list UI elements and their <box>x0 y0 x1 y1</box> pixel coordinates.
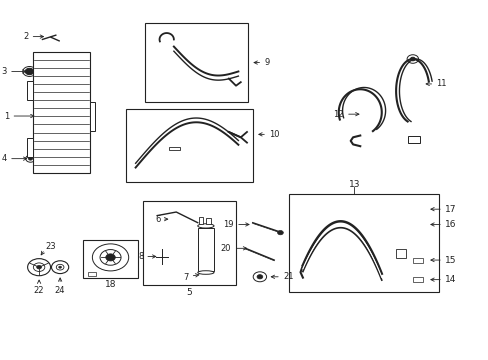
Bar <box>395 249 405 258</box>
Circle shape <box>327 257 334 262</box>
Bar <box>169 147 179 150</box>
Text: 24: 24 <box>55 286 65 295</box>
Bar <box>27 138 33 157</box>
Text: 22: 22 <box>34 286 44 295</box>
Bar <box>288 194 438 292</box>
Text: 19: 19 <box>223 220 233 229</box>
Circle shape <box>235 125 239 129</box>
Bar <box>412 257 423 262</box>
Circle shape <box>277 230 283 235</box>
Circle shape <box>105 254 115 261</box>
Circle shape <box>28 157 32 160</box>
Text: 12: 12 <box>332 110 343 119</box>
Circle shape <box>414 206 423 212</box>
Circle shape <box>348 257 355 262</box>
Bar <box>33 52 90 173</box>
Circle shape <box>37 265 41 269</box>
Bar <box>206 218 211 225</box>
Text: 4: 4 <box>2 154 7 163</box>
Bar <box>27 81 33 100</box>
Bar <box>407 136 419 143</box>
Circle shape <box>226 77 231 80</box>
Text: 5: 5 <box>186 288 192 297</box>
Circle shape <box>219 77 224 80</box>
Text: 17: 17 <box>445 205 456 214</box>
Text: 18: 18 <box>104 280 116 289</box>
Circle shape <box>219 125 224 129</box>
Bar <box>145 23 247 102</box>
Circle shape <box>159 255 164 258</box>
Ellipse shape <box>197 224 214 228</box>
Bar <box>197 228 214 271</box>
Text: 16: 16 <box>445 220 456 229</box>
Text: 7: 7 <box>183 273 188 282</box>
Text: 11: 11 <box>435 80 446 89</box>
Text: 3: 3 <box>1 67 7 76</box>
Text: 13: 13 <box>348 180 359 189</box>
Bar <box>90 102 95 131</box>
Text: 6: 6 <box>155 215 161 224</box>
Bar <box>88 272 96 276</box>
Text: 8: 8 <box>138 252 143 261</box>
Text: 10: 10 <box>268 130 279 139</box>
Circle shape <box>59 266 61 268</box>
Circle shape <box>338 257 345 262</box>
Circle shape <box>257 275 262 279</box>
Circle shape <box>227 125 232 129</box>
Text: 9: 9 <box>264 58 269 67</box>
Circle shape <box>233 77 238 80</box>
Bar <box>142 201 236 285</box>
Circle shape <box>240 77 245 80</box>
Text: 23: 23 <box>46 242 56 251</box>
Text: 2: 2 <box>24 32 29 41</box>
Text: 21: 21 <box>283 272 293 281</box>
Circle shape <box>25 68 34 75</box>
Bar <box>126 109 252 182</box>
Ellipse shape <box>197 271 214 274</box>
Text: 20: 20 <box>220 244 231 253</box>
Text: 15: 15 <box>445 256 456 265</box>
Text: 14: 14 <box>445 275 456 284</box>
Circle shape <box>212 125 217 129</box>
Bar <box>199 217 203 225</box>
Text: 1: 1 <box>4 112 9 121</box>
Bar <box>412 277 423 282</box>
Circle shape <box>409 57 414 61</box>
Bar <box>83 240 138 278</box>
Circle shape <box>414 221 423 228</box>
